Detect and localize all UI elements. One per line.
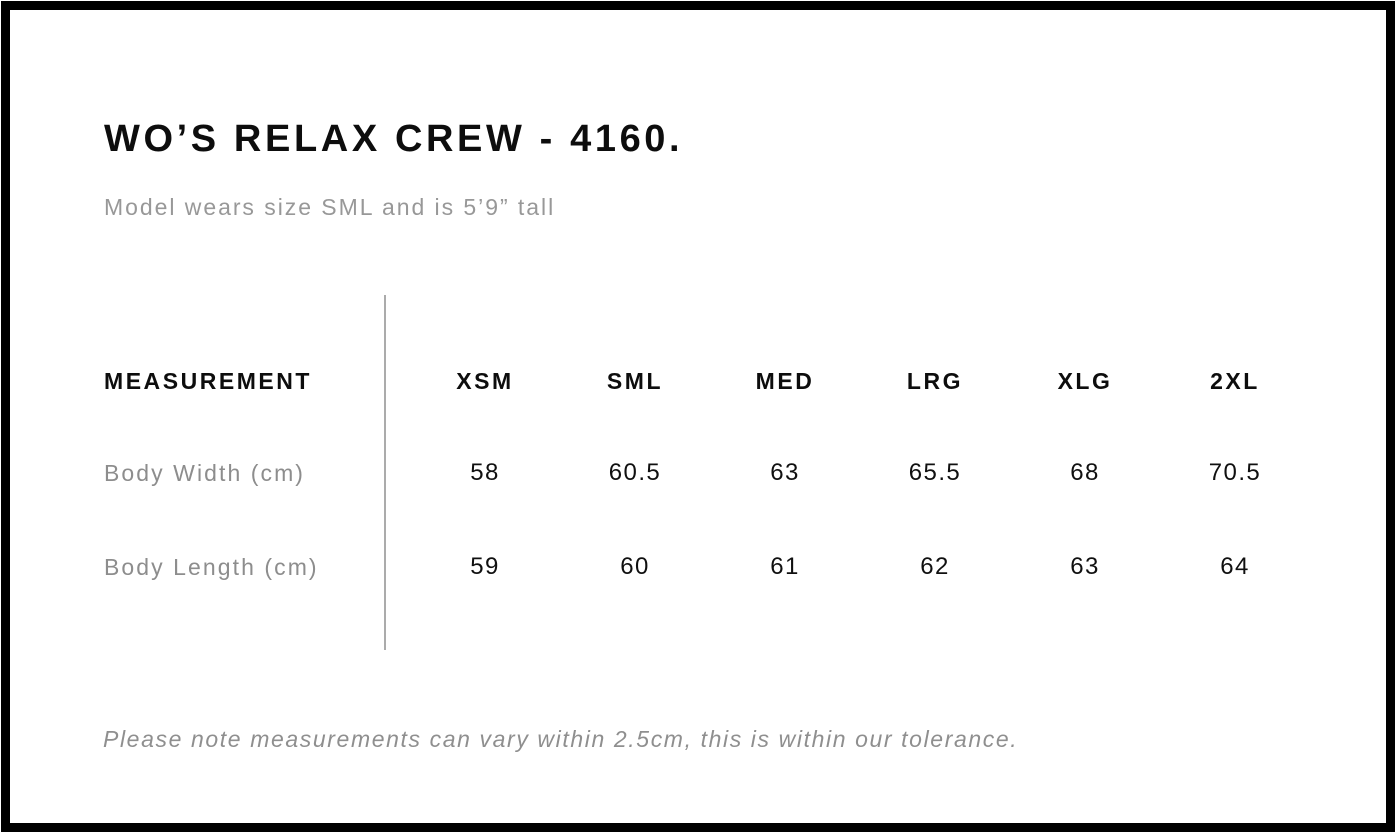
column-header-2xl: 2XL	[1210, 368, 1260, 394]
model-size-note: Model wears size SML and is 5’9” tall	[104, 194, 556, 220]
page-title: WO’S RELAX CREW - 4160.	[104, 118, 684, 160]
column-header-med: MED	[755, 368, 815, 394]
size-chart-table: MEASUREMENT XSM SML MED LRG XLG 2XL Body…	[104, 295, 1310, 650]
body-width-sml-value: 60.5	[608, 459, 662, 486]
body-width-xlg-value: 68	[1070, 459, 1100, 486]
body-length-2xl-value: 64	[1220, 553, 1250, 580]
table-row-body-width: Body Width (cm) 58 60.5 63 65.5 68 70.5	[104, 459, 1310, 487]
body-length-sml-value: 60	[620, 553, 650, 580]
body-length-lrg-value: 62	[920, 553, 950, 580]
column-header-measurement: MEASUREMENT	[104, 368, 313, 394]
body-length-med-value: 61	[770, 553, 800, 580]
body-width-lrg-value: 65.5	[908, 459, 962, 486]
table-row-body-length: Body Length (cm) 59 60 61 62 63 64	[104, 553, 1310, 581]
body-length-xsm-value: 59	[470, 553, 500, 580]
column-header-sml: SML	[606, 368, 664, 394]
tolerance-note: Please note measurements can vary within…	[103, 726, 1019, 752]
column-header-xsm: XSM	[456, 368, 514, 394]
row-label-body-width: Body Width (cm)	[104, 460, 306, 486]
body-width-med-value: 63	[770, 459, 800, 486]
body-width-xsm-value: 58	[470, 459, 500, 486]
table-header-row: MEASUREMENT XSM SML MED LRG XLG 2XL	[104, 368, 1310, 394]
row-label-body-length: Body Length (cm)	[104, 554, 319, 580]
column-header-xlg: XLG	[1057, 368, 1113, 394]
table-vertical-divider	[384, 295, 386, 650]
body-length-xlg-value: 63	[1070, 553, 1100, 580]
body-width-2xl-value: 70.5	[1208, 459, 1262, 486]
column-header-lrg: LRG	[906, 368, 964, 394]
